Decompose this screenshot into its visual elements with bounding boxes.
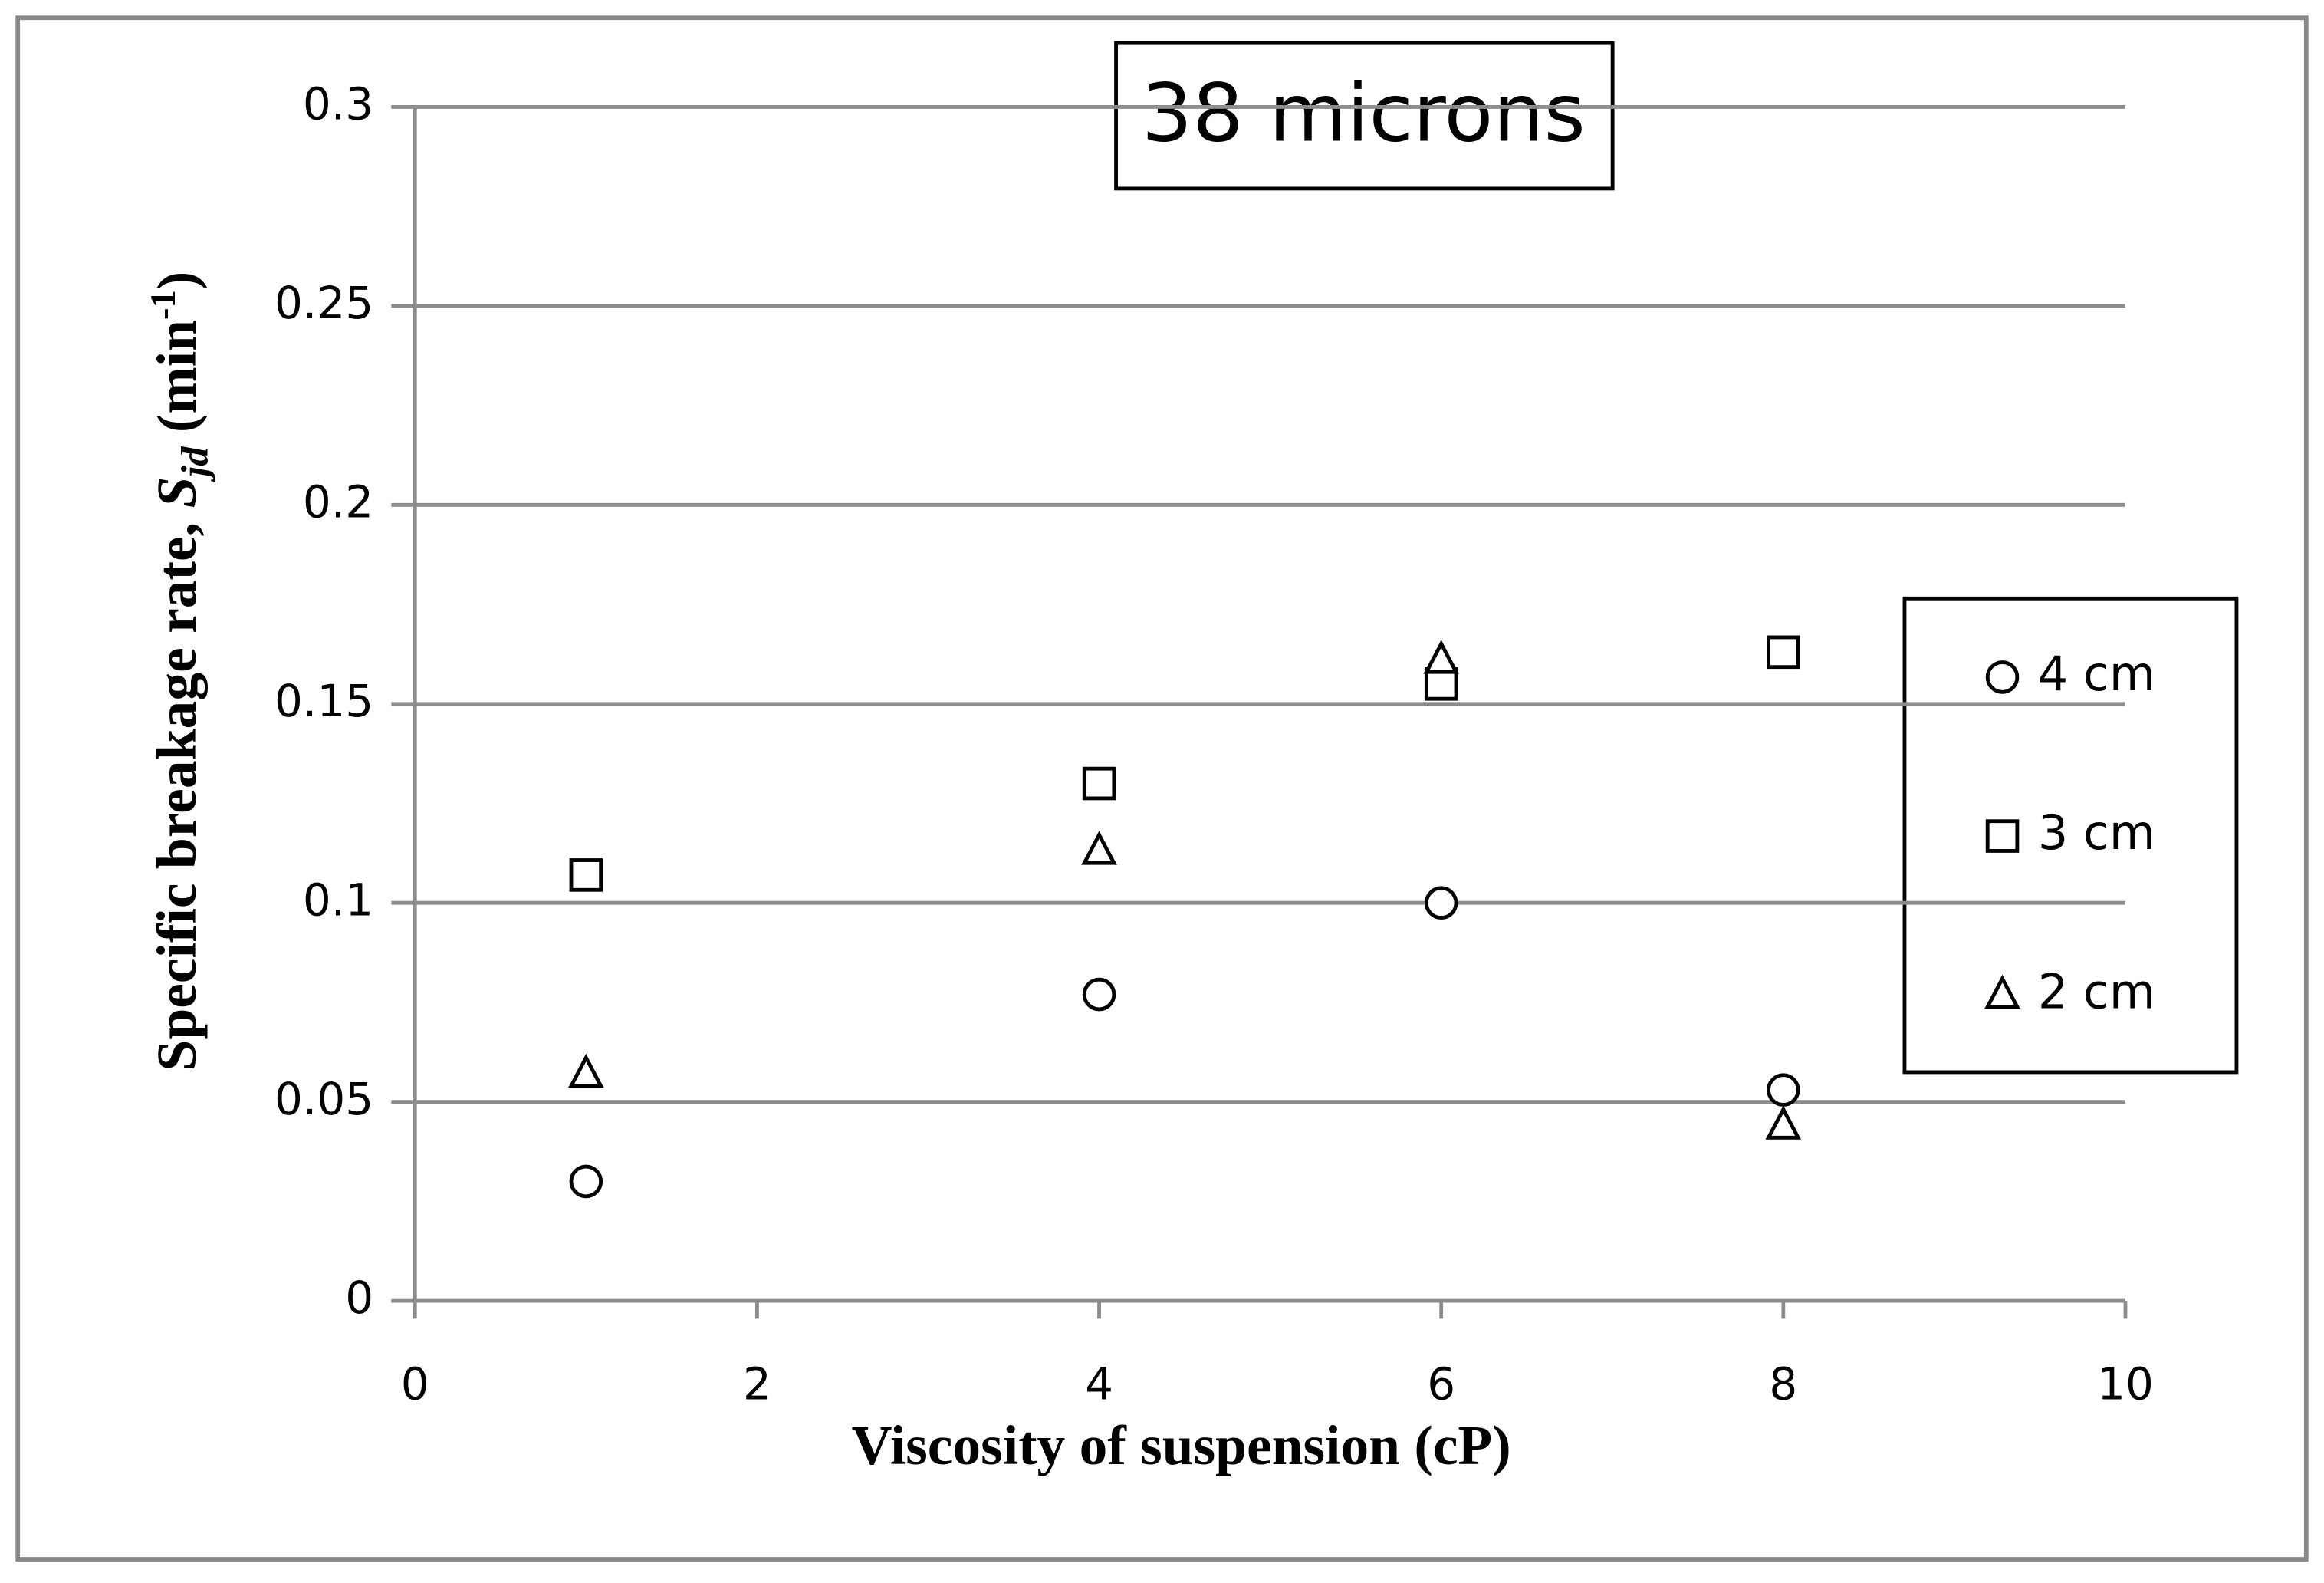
x-tick-label: 10 — [2097, 1358, 2154, 1410]
y-axis-title-sup: -1 — [144, 290, 183, 320]
legend-box — [1902, 596, 2239, 1075]
x-tick-label: 6 — [1427, 1358, 1455, 1410]
marker-circle — [569, 1164, 603, 1199]
marker-square — [1082, 766, 1116, 801]
y-axis-title-part: ) — [145, 272, 208, 291]
legend-label: 4 cm — [2038, 647, 2155, 702]
y-axis-title-part: Specific breakage rate, — [145, 508, 208, 1071]
y-axis-title-sub: jd — [173, 446, 216, 482]
marker-triangle — [1765, 1105, 1802, 1140]
x-tick-label: 4 — [1085, 1358, 1113, 1410]
y-axis-title: Specific breakage rate, Sjd (min-1) — [144, 272, 215, 1071]
y-tick-label: 0.05 — [274, 1073, 373, 1125]
x-tick-label: 8 — [1769, 1358, 1797, 1410]
y-axis-title-part: S — [145, 477, 208, 508]
marker-triangle — [1423, 640, 1460, 674]
x-axis-title: Viscosity of suspension (cP) — [852, 1414, 1511, 1476]
y-tick-label: 0.2 — [303, 476, 373, 528]
marker-triangle — [1081, 831, 1117, 865]
y-tick-label: 0.25 — [274, 277, 373, 329]
marker-circle — [1082, 977, 1116, 1012]
x-tick-label: 0 — [401, 1358, 429, 1410]
y-tick-label: 0.15 — [274, 675, 373, 727]
marker-square — [1985, 819, 2020, 853]
marker-circle — [1424, 886, 1458, 920]
y-tick-label: 0 — [345, 1272, 373, 1324]
marker-square — [1767, 635, 1800, 670]
title-box — [1114, 41, 1615, 191]
y-tick-label: 0.3 — [303, 77, 373, 130]
marker-circle — [1767, 1073, 1800, 1107]
marker-square — [569, 858, 603, 892]
marker-triangle — [567, 1053, 604, 1088]
y-tick-label: 0.1 — [303, 874, 373, 926]
legend-label: 3 cm — [2038, 805, 2155, 861]
x-tick-label: 2 — [743, 1358, 771, 1410]
legend-label: 2 cm — [2038, 964, 2155, 1019]
y-axis-title-part: (min — [145, 320, 208, 447]
marker-triangle — [1984, 974, 2020, 1009]
chart-title: 38 microns — [1142, 67, 1586, 160]
marker-circle — [1985, 660, 2020, 694]
